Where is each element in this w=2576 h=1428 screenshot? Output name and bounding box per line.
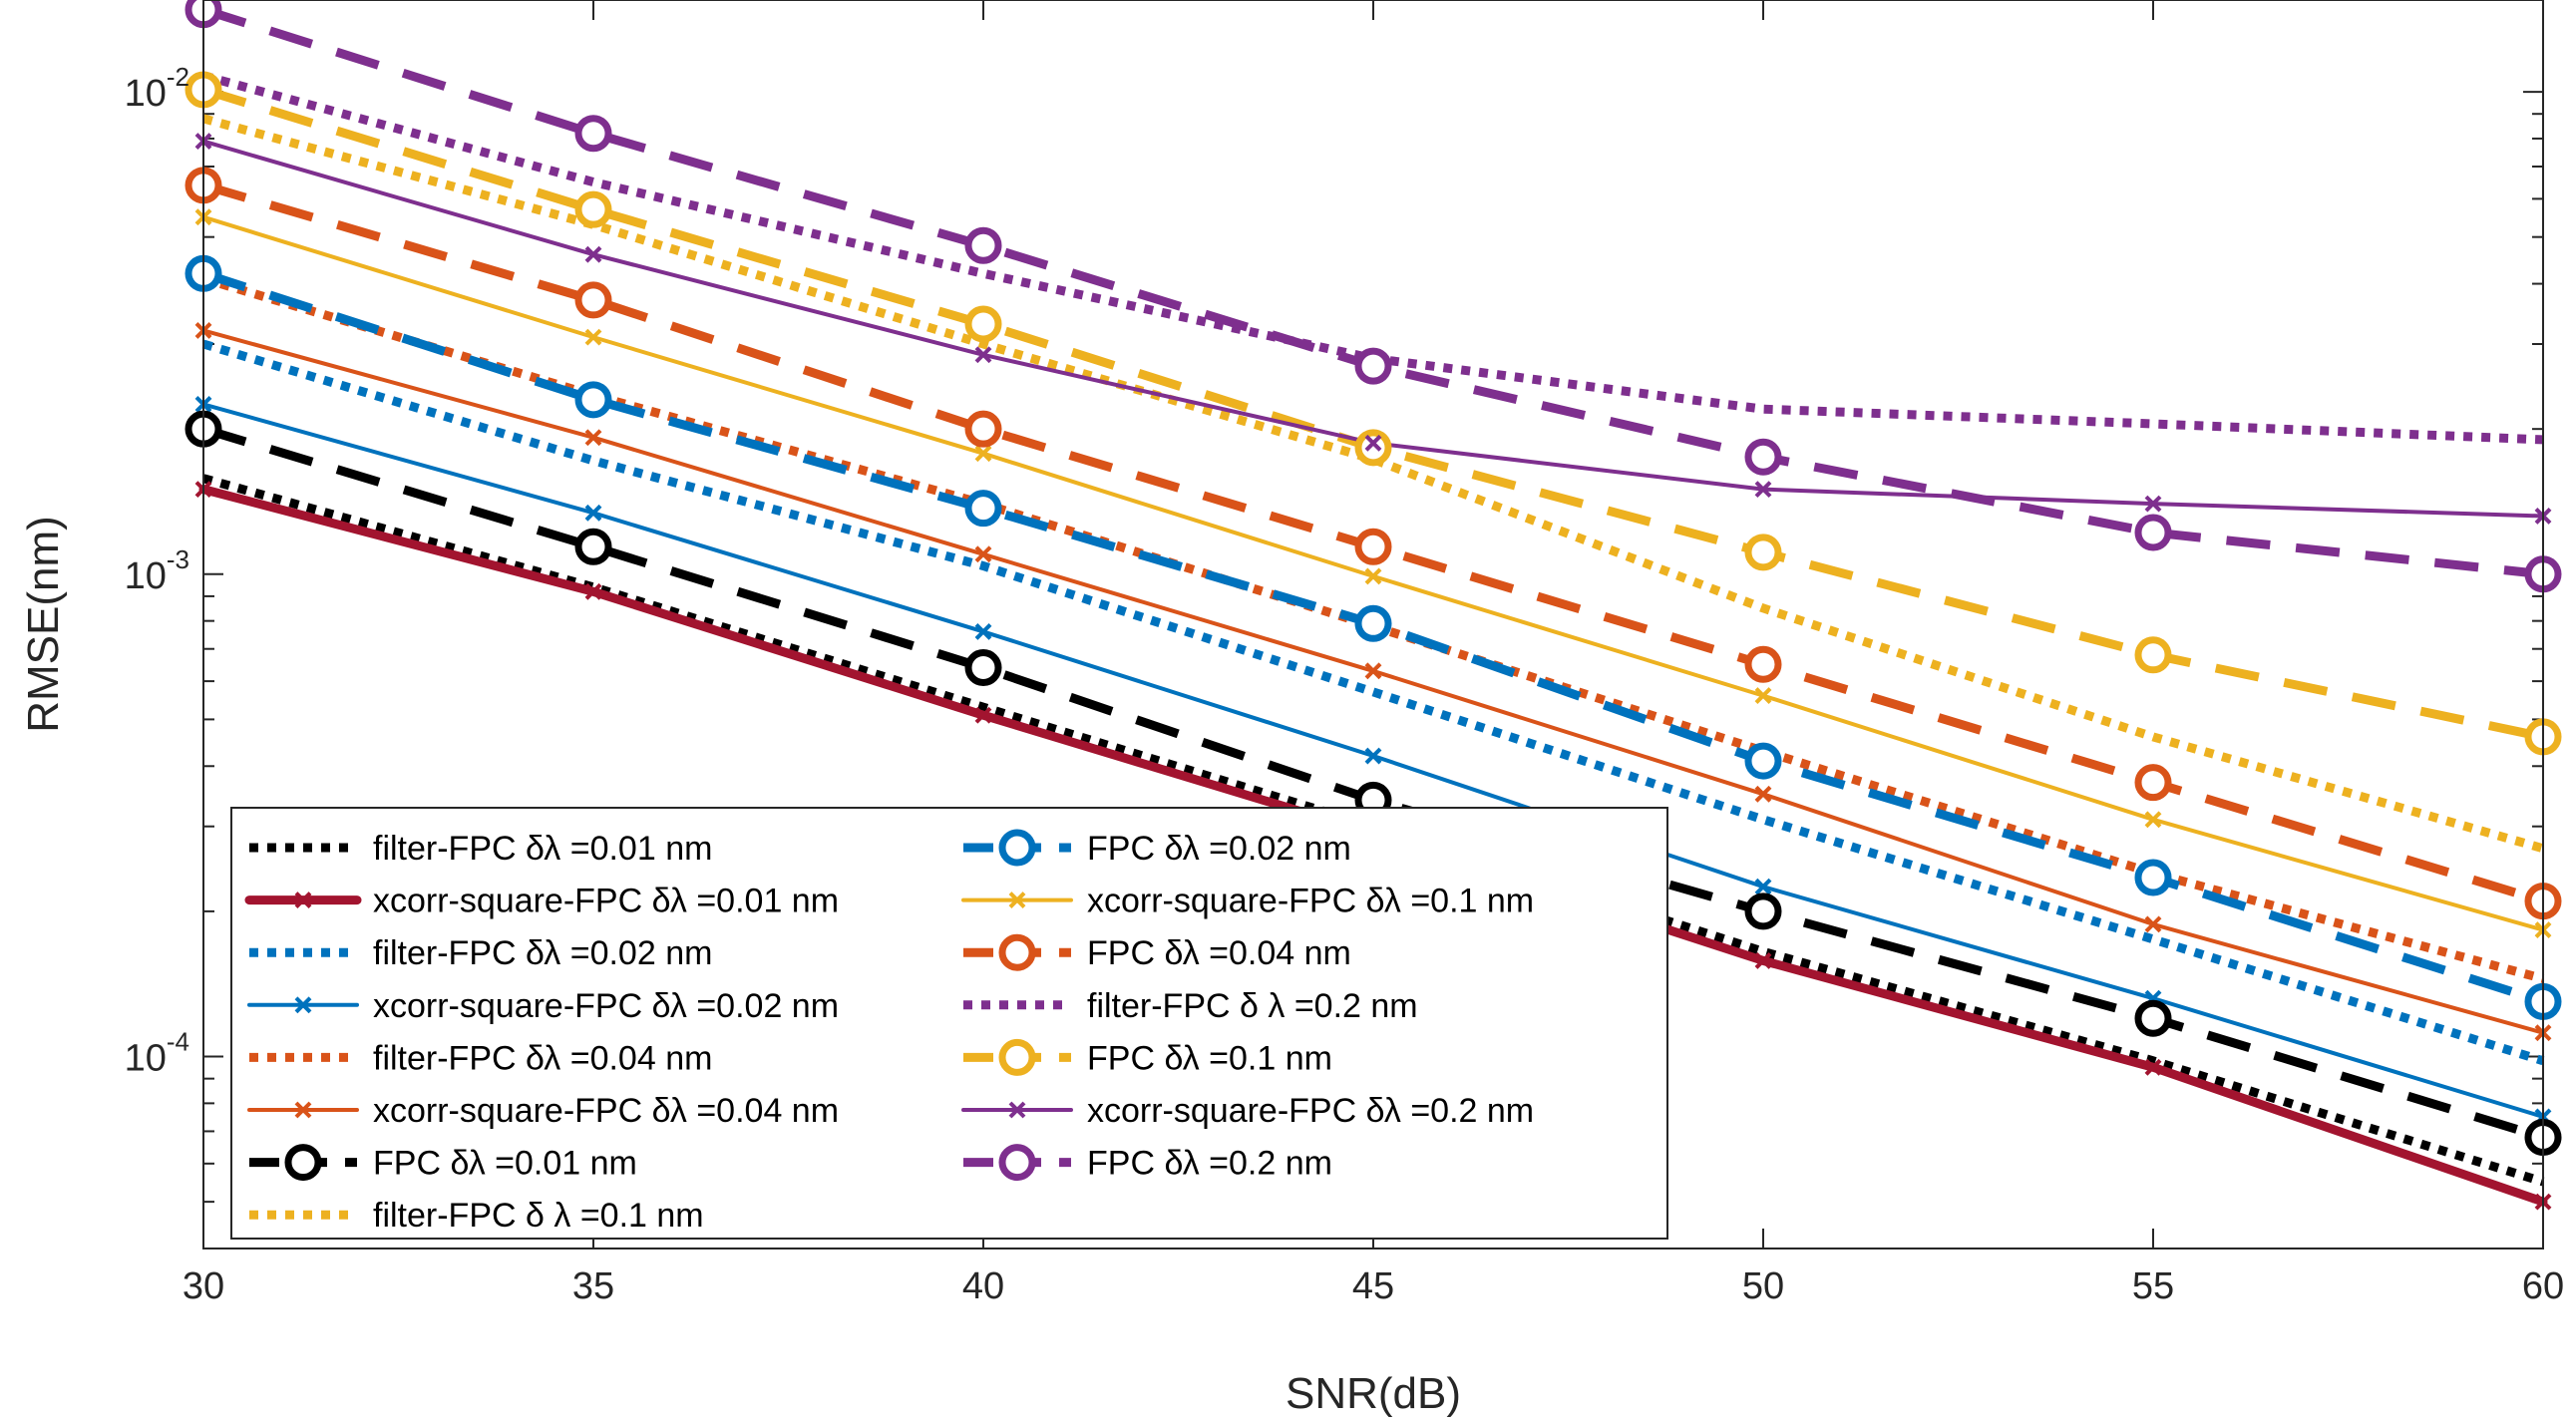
data-point-3-4 [1754,878,1772,895]
series-line-2 [201,339,2545,1066]
y-tick-label: 10-2 [125,62,189,115]
legend-label-8: FPC δλ =0.02 nm [1087,830,1351,868]
legend-marker-1 [294,892,312,909]
legend-label-4: filter-FPC δλ =0.04 nm [373,1039,712,1077]
data-point-12-4 [1744,534,1782,571]
data-point-5-3 [1364,662,1382,680]
data-point-5-4 [1754,785,1772,803]
legend-label-5: xcorr-square-FPC δλ =0.04 nm [373,1092,839,1130]
legend-label-6: FPC δλ =0.01 nm [373,1145,637,1183]
legend-marker-5 [294,1101,312,1119]
data-point-13-1 [584,245,602,263]
x-tick-label: 40 [962,1265,1004,1307]
legend-label-0: filter-FPC δλ =0.01 nm [373,830,712,868]
x-axis-title: SNR(dB) [1286,1369,1461,1418]
data-point-10-1 [574,281,612,319]
data-point-10-4 [1744,645,1782,683]
data-point-13-3 [1364,434,1382,452]
series-markers [184,0,2562,1211]
x-tick-label: 45 [1352,1265,1394,1307]
data-point-13-2 [974,346,992,364]
y-tick-label: 10-4 [125,1027,189,1080]
data-point-8-4 [1744,742,1782,780]
data-point-9-2 [974,445,992,463]
data-point-14-5 [2134,514,2172,551]
data-point-5-1 [584,429,602,447]
data-point-3-2 [974,623,992,640]
data-point-13-5 [2144,495,2162,513]
series-line-7 [201,114,2545,854]
data-point-3-1 [584,504,602,522]
legend-label-1: xcorr-square-FPC δλ =0.01 nm [373,883,839,920]
data-point-14-4 [1744,438,1782,476]
y-tick-label: 10-3 [125,544,189,597]
data-point-14-2 [964,226,1002,264]
x-tick-label: 55 [2132,1265,2174,1307]
legend-marker-10 [998,933,1036,971]
data-point-14-1 [574,115,612,153]
legend-marker-9 [1008,892,1026,909]
y-tick-labels: 10-4 10-3 10-2 [125,62,189,1079]
x-tick-label: 60 [2522,1265,2564,1307]
legend-label-13: xcorr-square-FPC δλ =0.2 nm [1087,1092,1534,1130]
data-point-1-2 [974,706,992,724]
legend-label-14: FPC δλ =0.2 nm [1087,1145,1332,1183]
data-point-5-2 [974,545,992,563]
data-point-9-3 [1364,567,1382,585]
data-point-8-1 [574,381,612,419]
legend-entries: filter-FPC δλ =0.01 nm xcorr-square-FPC δ… [244,829,1534,1235]
data-point-8-5 [2134,859,2172,896]
y-axis-title: RMSE(nm) [19,516,68,733]
legend-label-7: filter-FPC δ λ =0.1 nm [373,1197,704,1235]
data-point-9-1 [584,328,602,346]
data-point-9-4 [1754,687,1772,705]
x-tick-label: 50 [1742,1265,1784,1307]
legend-marker-12 [998,1038,1036,1076]
legend-marker-6 [284,1144,322,1182]
x-tick-label: 30 [183,1265,224,1307]
plot-frame [202,0,2544,1250]
axis-ticks [202,0,2544,1250]
data-point-12-1 [574,190,612,228]
data-point-12-5 [2134,636,2172,674]
data-point-6-5 [2134,999,2172,1037]
data-point-5-5 [2144,915,2162,933]
legend-label-11: filter-FPC δ λ =0.2 nm [1087,987,1418,1025]
data-point-13-4 [1754,481,1772,499]
data-point-9-5 [2144,811,2162,829]
series-line-0 [201,474,2545,1187]
data-point-14-3 [1354,347,1392,385]
legend-label-12: FPC δλ =0.1 nm [1087,1039,1332,1077]
legend-marker-8 [998,829,1036,867]
legend-marker-13 [1008,1101,1026,1119]
data-point-12-3 [1354,429,1392,467]
legend-label-10: FPC δλ =0.04 nm [1087,934,1351,972]
data-point-10-5 [2134,764,2172,802]
legend: filter-FPC δλ =0.01 nm xcorr-square-FPC δ… [230,807,1668,1240]
legend-box [230,807,1668,1240]
data-point-12-2 [964,305,1002,343]
data-point-1-1 [584,582,602,600]
data-point-3-3 [1364,747,1382,765]
legend-label-3: xcorr-square-FPC δλ =0.02 nm [373,987,839,1025]
data-point-6-1 [574,528,612,565]
data-point-1-5 [2144,1058,2162,1076]
data-point-10-3 [1354,528,1392,565]
legend-label-9: xcorr-square-FPC δλ =0.1 nm [1087,883,1534,920]
data-point-10-2 [964,410,1002,448]
data-point-6-4 [1744,892,1782,930]
data-point-8-2 [964,490,1002,528]
data-point-6-2 [964,649,1002,687]
legend-marker-3 [294,996,312,1014]
x-tick-label: 35 [572,1265,614,1307]
legend-marker-14 [998,1144,1036,1182]
legend-label-2: filter-FPC δλ =0.02 nm [373,934,712,972]
x-tick-labels: 30 35 40 45 50 55 60 [183,1265,2564,1307]
data-point-1-4 [1754,951,1772,969]
data-point-8-3 [1354,604,1392,642]
